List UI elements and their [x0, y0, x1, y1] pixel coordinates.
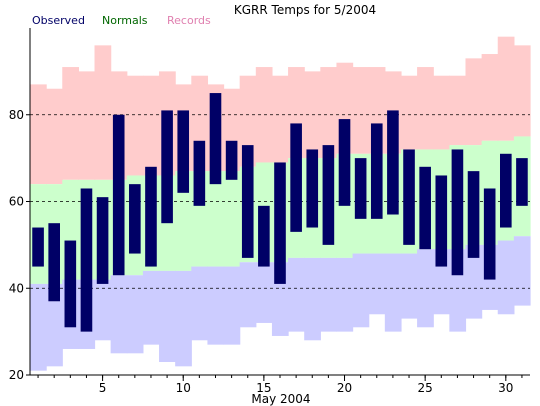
record-high-band	[320, 67, 338, 159]
x-tick-label: 20	[337, 381, 352, 395]
record-high-band	[417, 67, 434, 150]
record-high-band	[62, 67, 79, 180]
record-low-band	[207, 266, 225, 345]
observed-bar	[370, 123, 383, 219]
observed-bar	[225, 140, 238, 180]
record-high-band	[513, 45, 531, 137]
observed-bar	[274, 162, 286, 284]
record-high-band	[142, 75, 160, 176]
record-low-band	[142, 270, 160, 345]
x-tick-label: 30	[498, 381, 513, 395]
record-high-band	[449, 75, 467, 146]
observed-bar	[387, 110, 399, 215]
record-high-band	[78, 71, 96, 180]
record-high-band	[94, 45, 112, 180]
x-tick-label: 5	[99, 381, 107, 395]
record-high-band	[271, 75, 289, 163]
normal-band	[175, 171, 192, 271]
observed-bar	[451, 149, 464, 276]
observed-bar	[306, 149, 319, 228]
record-low-band	[465, 244, 483, 319]
record-low-band	[175, 270, 192, 367]
observed-bar	[516, 158, 528, 206]
observed-bar	[96, 197, 109, 284]
record-low-band	[159, 270, 176, 362]
observed-bar	[241, 145, 254, 258]
record-low-band	[255, 262, 273, 323]
observed-bar	[467, 171, 480, 258]
record-low-band	[497, 240, 515, 315]
legend-observed: Observed	[32, 14, 85, 27]
record-low-band	[239, 262, 257, 328]
y-tick-label: 80	[9, 108, 24, 122]
observed-bar	[112, 114, 125, 276]
record-high-band	[400, 75, 418, 150]
record-high-band	[46, 88, 63, 185]
record-high-band	[433, 75, 450, 150]
observed-bar	[403, 149, 415, 245]
observed-bar	[354, 158, 367, 219]
record-low-band	[384, 253, 402, 332]
record-high-band	[239, 75, 257, 167]
record-low-band	[30, 283, 47, 371]
record-high-band	[465, 58, 483, 146]
record-low-band	[110, 275, 128, 354]
observed-bar	[129, 184, 141, 254]
observed-bar	[64, 240, 77, 328]
observed-bar	[80, 188, 93, 332]
record-low-band	[400, 253, 418, 319]
legend-records: Records	[167, 14, 211, 27]
observed-bar	[193, 140, 206, 206]
normal-band	[207, 171, 225, 267]
x-axis-label: May 2004	[251, 392, 310, 406]
record-low-band	[513, 236, 531, 306]
record-high-band	[30, 84, 47, 185]
observed-bar	[177, 110, 190, 193]
normal-band	[223, 171, 241, 267]
observed-bar	[435, 175, 448, 267]
y-tick-label: 40	[9, 281, 24, 295]
observed-bar	[145, 166, 157, 267]
record-high-band	[352, 67, 370, 154]
legend: Observed Normals Records	[32, 14, 211, 27]
observed-bar	[419, 166, 431, 250]
observed-bar	[161, 110, 173, 224]
record-low-band	[191, 266, 209, 341]
y-tick-label: 20	[9, 368, 24, 382]
record-high-band	[126, 75, 144, 176]
plot-area	[30, 36, 531, 371]
observed-bar	[48, 223, 60, 302]
observed-bar	[290, 123, 302, 232]
observed-bar	[500, 153, 512, 228]
observed-bar	[209, 93, 222, 185]
axes: 20 40 60 80 5 10 15 20 25 30	[9, 28, 530, 395]
record-high-band	[497, 36, 515, 141]
record-low-band	[223, 266, 241, 345]
record-low-band	[288, 257, 305, 332]
observed-bar	[322, 145, 335, 245]
y-tick-label: 60	[9, 195, 24, 209]
record-low-band	[320, 257, 338, 332]
x-tick-label: 15	[256, 381, 271, 395]
record-high-band	[481, 54, 499, 141]
record-low-band	[304, 257, 321, 341]
x-tick-label: 25	[418, 381, 433, 395]
chart-title: KGRR Temps for 5/2004	[234, 3, 376, 17]
record-low-band	[368, 253, 386, 315]
observed-bar	[338, 119, 351, 206]
record-low-band	[417, 249, 434, 328]
legend-normals: Normals	[102, 14, 148, 27]
record-low-band	[94, 279, 112, 341]
record-low-band	[126, 275, 144, 354]
observed-bar	[258, 205, 270, 267]
observed-bar	[483, 188, 496, 280]
x-tick-label: 10	[176, 381, 191, 395]
record-low-band	[336, 257, 354, 332]
record-low-band	[352, 253, 370, 328]
observed-bar	[32, 227, 44, 267]
record-low-band	[46, 283, 63, 367]
